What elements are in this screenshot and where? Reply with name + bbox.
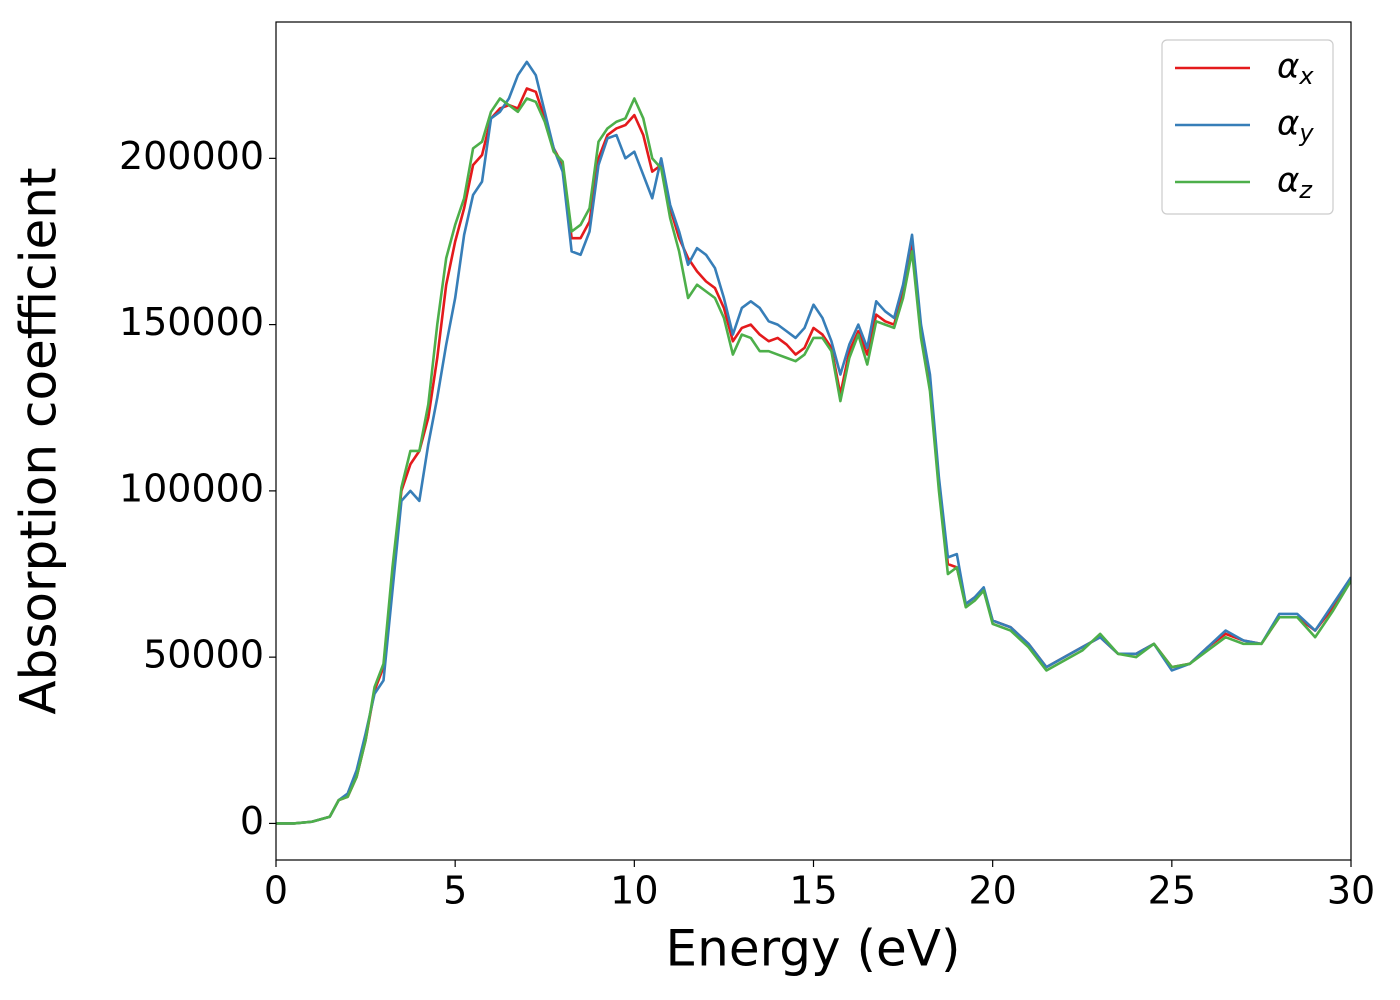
legend-label: αx (1277, 47, 1314, 91)
legend-subscript: z (1298, 176, 1313, 204)
y-tick-label: 150000 (119, 300, 264, 344)
y-axis-label: Absorption coefficient (10, 167, 68, 714)
x-axis-label: Energy (eV) (666, 920, 961, 978)
series-line (276, 97, 1351, 825)
y-tick-label: 50000 (143, 633, 264, 677)
x-tick-label: 30 (1327, 869, 1375, 913)
y-tick-label: 0 (240, 799, 264, 843)
x-tick-label: 5 (443, 869, 467, 913)
x-tick-label: 15 (789, 869, 837, 913)
legend-subscript: x (1298, 62, 1314, 90)
x-tick-label: 20 (968, 869, 1016, 913)
legend-box (1161, 39, 1334, 215)
legend-subscript: y (1298, 119, 1314, 147)
x-tick-label: 0 (264, 869, 288, 913)
plot-frame (275, 21, 1352, 861)
series-line (276, 60, 1351, 825)
x-tick-label: 25 (1148, 869, 1196, 913)
legend-label: αy (1277, 104, 1314, 148)
x-tick-label: 10 (610, 869, 658, 913)
y-tick-label: 200000 (119, 134, 264, 178)
y-tick-label: 100000 (119, 466, 264, 510)
